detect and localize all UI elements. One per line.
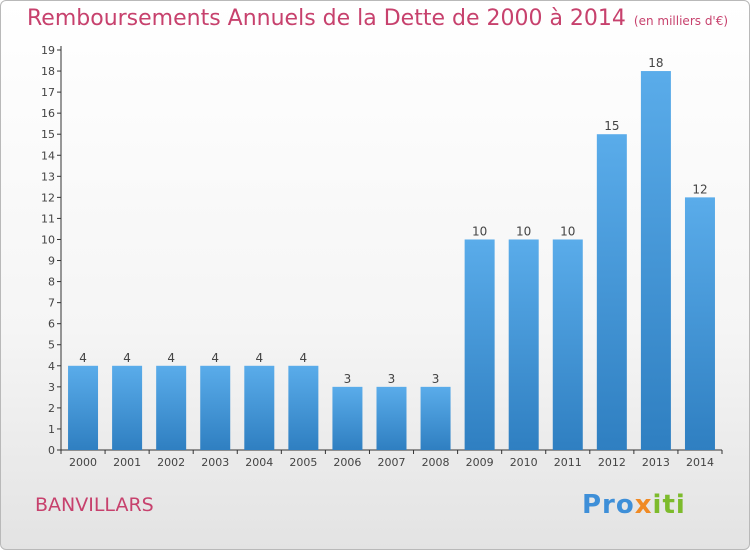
logo-part-3: iti [652,490,686,520]
bar-2006 [332,386,363,450]
chart-bars: 4 4 4 4 4 4 3 3 3 10 10 10 15 18 12 [68,56,715,451]
value-label-2014: 12 [692,182,707,196]
bar-2011 [552,239,583,450]
chart-title: Remboursements Annuels de la Dette de 20… [27,6,728,31]
bar-2001 [112,365,143,450]
value-label-2007: 3 [388,372,396,386]
y-tick-label: 11 [41,212,55,225]
bar-2012 [596,134,627,451]
x-tick-label-2013: 2013 [642,456,670,469]
y-tick-label: 7 [48,297,55,310]
chart-title-unit: (en milliers d'€) [633,14,729,28]
bar-2004 [244,365,275,450]
bar-2003 [200,365,231,450]
bar-2000 [68,365,99,450]
y-tick-label: 5 [48,339,55,352]
y-tick-label: 3 [48,381,55,394]
value-label-2011: 10 [560,224,575,238]
bar-2014 [684,197,715,450]
y-tick-label: 15 [41,128,55,141]
y-tick-label: 12 [41,191,55,204]
y-tick-label: 9 [48,255,55,268]
value-label-2001: 4 [123,351,131,365]
y-tick-label: 6 [48,318,55,331]
x-tick-label-2014: 2014 [686,456,714,469]
x-tick-label-2000: 2000 [69,456,97,469]
y-tick-label: 1 [48,423,55,436]
x-tick-label-2009: 2009 [466,456,494,469]
value-label-2002: 4 [167,351,175,365]
bar-2005 [288,365,319,450]
value-label-2006: 3 [344,372,352,386]
x-tick-label-2001: 2001 [113,456,141,469]
x-tick-label-2011: 2011 [554,456,582,469]
y-tick-label: 0 [48,444,55,457]
y-tick-label: 4 [48,360,55,373]
value-label-2012: 15 [604,119,619,133]
bar-2010 [508,239,539,450]
value-label-2013: 18 [648,56,663,70]
value-label-2005: 4 [300,351,308,365]
value-label-2003: 4 [211,351,219,365]
commune-name: BANVILLARS [35,494,154,516]
x-tick-label-2002: 2002 [157,456,185,469]
x-tick-label-2010: 2010 [510,456,538,469]
proxiti-logo: Proxiti [582,490,686,520]
x-tick-label-2003: 2003 [201,456,229,469]
logo-part-1: Pro [582,490,635,520]
bar-2013 [640,71,671,450]
x-tick-label-2012: 2012 [598,456,626,469]
y-tick-label: 19 [41,44,55,57]
logo-part-2: x [634,490,653,520]
y-tick-label: 17 [41,86,55,99]
y-tick-label: 18 [41,65,55,78]
value-label-2009: 10 [472,224,487,238]
y-tick-label: 2 [48,402,55,415]
y-tick-label: 10 [41,233,55,246]
y-tick-label: 13 [41,170,55,183]
y-tick-label: 14 [41,149,55,162]
value-label-2004: 4 [255,351,263,365]
x-tick-label-2008: 2008 [422,456,450,469]
value-label-2008: 3 [432,372,440,386]
x-tick-label-2006: 2006 [333,456,361,469]
y-tick-label: 8 [48,276,55,289]
y-tick-label: 16 [41,107,55,120]
bar-2007 [376,386,407,450]
value-label-2000: 4 [79,351,87,365]
bar-2009 [464,239,495,450]
bar-2008 [420,386,451,450]
x-tick-label-2005: 2005 [289,456,317,469]
bar-2002 [156,365,187,450]
x-tick-label-2004: 2004 [245,456,273,469]
chart-title-main: Remboursements Annuels de la Dette de 20… [27,6,626,31]
x-tick-label-2007: 2007 [378,456,406,469]
value-label-2010: 10 [516,224,531,238]
